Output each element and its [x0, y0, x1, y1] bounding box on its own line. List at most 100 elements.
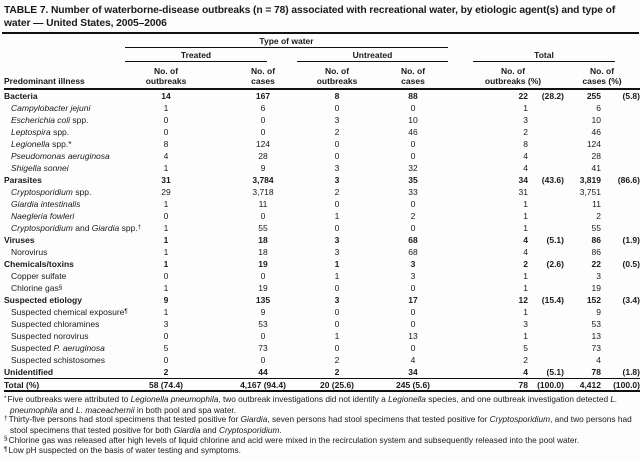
cell-value: 9 — [260, 163, 266, 174]
bottom-rule — [4, 390, 640, 393]
cell-value: 0 — [260, 331, 266, 342]
cell-value: 1 — [163, 235, 169, 246]
total-cell: 41 — [591, 163, 601, 174]
row-label: Total (%) — [4, 379, 40, 390]
cell-value: 3 — [334, 247, 340, 258]
cell-value: 0 — [163, 115, 169, 126]
cell-value: 0 — [163, 355, 169, 366]
cell-value: 0 — [163, 211, 169, 222]
cell-value: 3 — [334, 175, 340, 186]
total-cell: 2 — [596, 211, 601, 222]
table-row: Chemicals/toxins 1 19 1 3 2 (2.6) 22 (0.5) — [4, 258, 640, 270]
cell-value: 0 — [334, 199, 340, 210]
row-label: Suspected norovirus — [11, 331, 89, 342]
table-row: Chlorine gas§ 1 19 0 0 1 19 — [4, 282, 640, 294]
cell-value: 0 — [260, 211, 266, 222]
total-cell: 78 (1.8) — [591, 367, 640, 378]
cell-value: 8 — [163, 139, 169, 150]
total-cell: 3 — [596, 271, 601, 282]
column-header-row: Predominant illness No. of outbreaks No. of… — [4, 62, 640, 88]
cell-value: 0 — [410, 139, 416, 150]
column-header: No. of cases — [400, 66, 426, 86]
row-label: Suspected P. aeruginosa — [11, 343, 105, 354]
total-cell: 10 — [591, 115, 601, 126]
table-row: Escherichia coli spp. 0 0 3 10 3 10 — [4, 114, 640, 126]
row-label: Parasites — [4, 175, 42, 186]
table-row: Legionella spp.* 8 124 0 0 8 124 — [4, 138, 640, 150]
total-cell: 255 (5.8) — [586, 91, 640, 102]
footnote-marker: * — [4, 394, 7, 402]
total-cell: 1 — [523, 331, 528, 342]
cell-value: 0 — [410, 343, 416, 354]
footnote: *Five outbreaks were attributed to Legio… — [4, 394, 618, 415]
total-cell: 4 — [523, 163, 528, 174]
table-row: Cryptosporidium and Giardia spp.† 1 55 0 0 1 5… — [4, 222, 640, 234]
total-cell: 2 (2.6) — [523, 259, 564, 270]
cell-value: 34 — [408, 367, 418, 378]
cell-value: 6 — [260, 103, 266, 114]
cell-value: 44 — [258, 367, 268, 378]
total-cell: 11 — [592, 199, 601, 210]
water-type-spanner: Type of water — [125, 36, 448, 49]
cell-value: 0 — [260, 127, 266, 138]
cell-value: 55 — [258, 223, 268, 234]
cell-value: 1 — [163, 223, 169, 234]
total-cell: 3 — [523, 319, 528, 330]
column-header: No. of outbreaks — [316, 66, 358, 86]
total-cell: 46 — [591, 127, 601, 138]
total-cell: 28 — [591, 151, 601, 162]
column-header: No. of outbreaks (%) — [484, 66, 542, 86]
cell-value: 3,718 — [252, 187, 274, 198]
total-cell: 31 — [518, 187, 528, 198]
total-cell: 1 — [523, 223, 528, 234]
total-cell: 152 (3.4) — [586, 295, 640, 306]
table-row: Naegleria fowleri 0 0 1 2 1 2 — [4, 210, 640, 222]
total-cell: 73 — [591, 343, 601, 354]
cell-value: 13 — [408, 331, 418, 342]
table-body: Bacteria 14 167 8 88 22 (28.2) 255 (5.8) Campylob… — [4, 90, 640, 390]
cell-value: 46 — [408, 127, 418, 138]
group-header-untreated: Untreated — [297, 50, 448, 63]
total-cell: 4 (5.1) — [523, 235, 564, 246]
cell-value: 68 — [408, 247, 418, 258]
cell-value: 4 — [410, 355, 416, 366]
group-header-total: Total — [473, 50, 615, 63]
row-label: Bacteria — [4, 91, 38, 102]
total-cell: 5 — [523, 343, 528, 354]
total-cell: 8 — [523, 139, 528, 150]
cell-value: 1 — [163, 307, 169, 318]
cell-value: 88 — [408, 91, 418, 102]
table-row: Shigella sonnei 1 9 3 32 4 41 — [4, 162, 640, 174]
table-row: Norovirus 1 18 3 68 4 86 — [4, 246, 640, 258]
cell-value: 19 — [258, 283, 268, 294]
total-cell: 1 — [523, 271, 528, 282]
cell-value: 10 — [408, 115, 418, 126]
cell-value: 3 — [334, 295, 340, 306]
cell-value: 17 — [408, 295, 418, 306]
cell-value: 1 — [163, 283, 169, 294]
cell-value: 135 — [255, 295, 271, 306]
cell-value: 0 — [334, 307, 340, 318]
cell-value: 0 — [410, 307, 416, 318]
cell-value: 0 — [163, 331, 169, 342]
cell-value: 124 — [255, 139, 271, 150]
total-cell: 22 (28.2) — [518, 91, 564, 102]
footnote: §Chlorine gas was released after high le… — [4, 434, 580, 445]
cell-value: 4,167 (94.4) — [240, 379, 286, 390]
cell-value: 1 — [163, 103, 169, 114]
cell-value: 33 — [408, 187, 418, 198]
footnotes: *Five outbreaks were attributed to Legio… — [0, 392, 641, 457]
total-cell: 4 (5.1) — [523, 367, 564, 378]
cell-value: 4 — [163, 151, 169, 162]
row-label: Cryptosporidium and Giardia spp.† — [11, 223, 142, 234]
cell-value: 1 — [163, 259, 169, 270]
table-row: Suspected schistosomes 0 0 2 4 2 4 — [4, 354, 640, 366]
cell-value: 0 — [410, 223, 416, 234]
table-row: Bacteria 14 167 8 88 22 (28.2) 255 (5.8) — [4, 90, 640, 102]
cell-value: 2 — [334, 127, 340, 138]
footnote: ¶Low pH suspected on the basis of water … — [4, 445, 241, 456]
total-cell: 1 — [523, 283, 528, 294]
cell-value: 0 — [334, 151, 340, 162]
column-header: No. of cases (%) — [582, 66, 622, 86]
predominant-illness-header: Predominant illness — [4, 76, 85, 87]
